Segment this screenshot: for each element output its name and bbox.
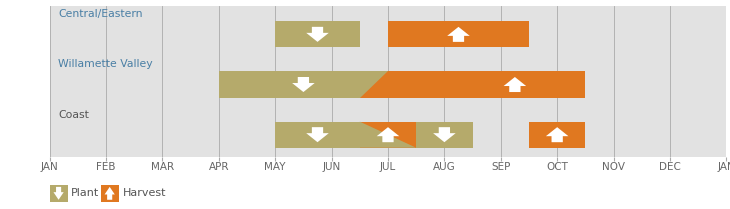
Bar [219,71,388,98]
Bar [275,21,360,47]
Bar [50,6,726,56]
Bar [360,122,416,148]
Polygon shape [292,77,315,92]
Text: Willamette Valley: Willamette Valley [58,60,153,69]
Polygon shape [306,127,328,142]
Bar [275,122,472,148]
Polygon shape [360,71,388,98]
Bar [50,185,68,202]
Bar [388,21,529,47]
Polygon shape [447,27,470,42]
Polygon shape [433,127,456,142]
Bar [529,122,585,148]
Bar [101,185,119,202]
Polygon shape [104,187,115,200]
Text: Harvest: Harvest [123,188,166,198]
Text: Plant: Plant [72,188,99,198]
Polygon shape [360,122,416,148]
Polygon shape [504,77,526,92]
Bar [50,56,726,107]
Polygon shape [53,187,64,200]
Polygon shape [546,127,569,142]
Polygon shape [377,127,399,142]
Bar [50,107,726,157]
Text: Central/Eastern: Central/Eastern [58,9,142,19]
Bar [416,122,472,148]
Text: Coast: Coast [58,110,89,120]
Polygon shape [306,27,328,42]
Bar [388,71,585,98]
